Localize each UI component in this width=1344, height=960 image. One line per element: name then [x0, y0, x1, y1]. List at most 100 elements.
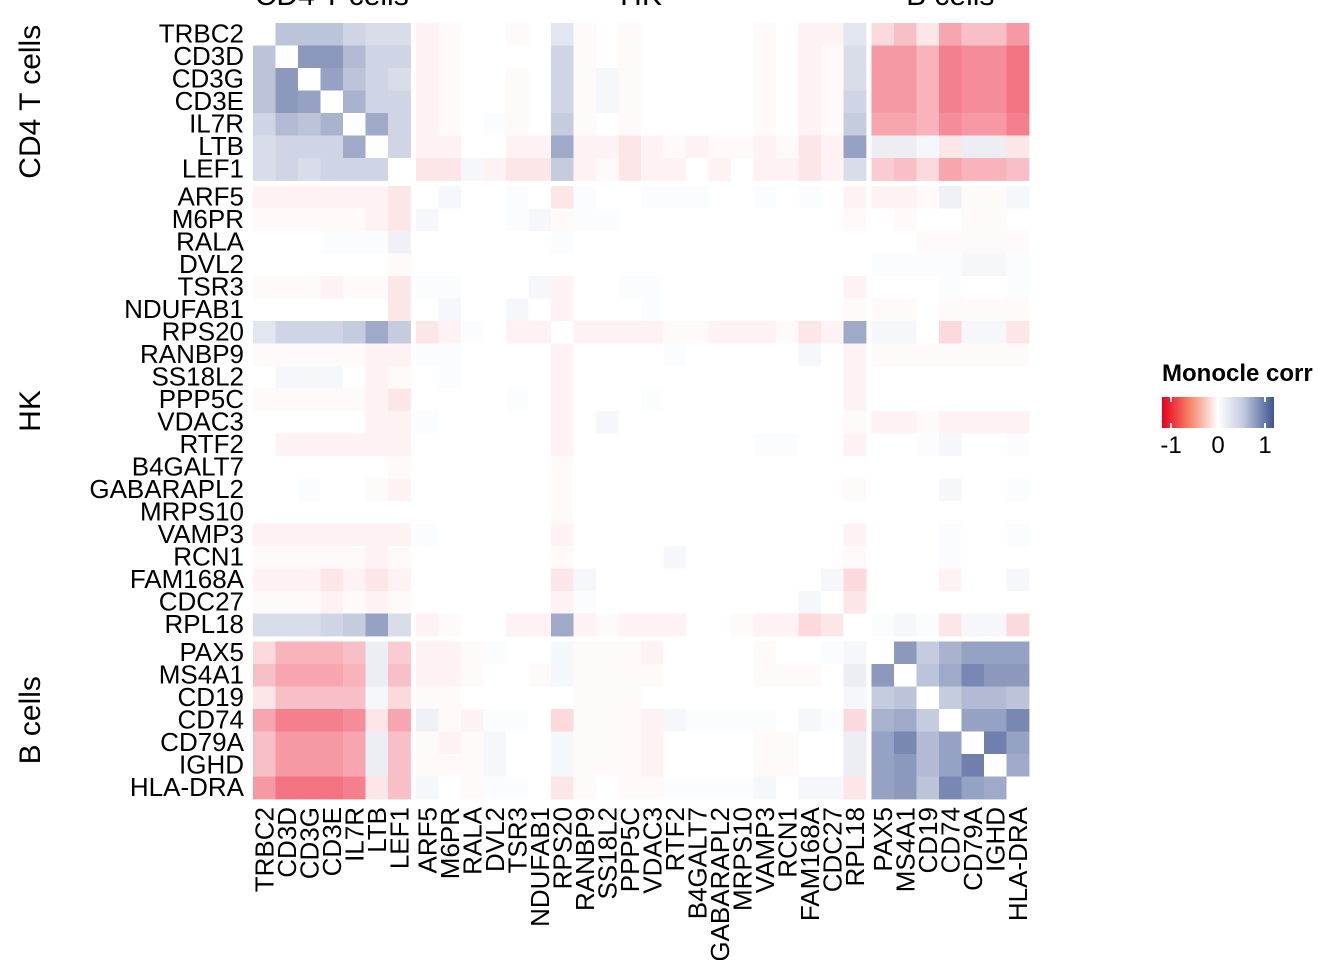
heatmap-cell: [872, 642, 895, 665]
heatmap-cell: [917, 254, 940, 277]
heatmap-cell: [821, 732, 844, 755]
heatmap-cell: [253, 113, 276, 136]
heatmap-cell: [731, 614, 754, 637]
heatmap-cell: [872, 68, 895, 91]
heatmap-cell: [799, 777, 822, 800]
heatmap-cell: [506, 546, 529, 569]
heatmap-cell: [776, 344, 799, 367]
legend-label-max: 1: [1258, 432, 1271, 460]
heatmap-cell: [776, 569, 799, 592]
heatmap-cell: [917, 321, 940, 344]
heatmap-cell: [506, 91, 529, 114]
heatmap-cell: [799, 754, 822, 777]
heatmap-cell: [709, 614, 732, 637]
heatmap-cell: [484, 614, 507, 637]
heatmap-cell: [484, 456, 507, 479]
heatmap-cell: [939, 344, 962, 367]
legend-title: Monocle corr: [1162, 360, 1313, 388]
heatmap-cell: [1007, 479, 1030, 502]
heatmap-cell: [529, 614, 552, 637]
heatmap-cell: [276, 299, 299, 322]
heatmap-cell: [686, 687, 709, 710]
heatmap-cell: [276, 186, 299, 209]
heatmap-cell: [596, 158, 619, 181]
heatmap-cell: [416, 456, 439, 479]
heatmap-cell: [506, 501, 529, 524]
heatmap-cell: [596, 524, 619, 547]
heatmap-cell: [984, 46, 1007, 69]
heatmap-cell: [776, 546, 799, 569]
heatmap-cell: [343, 709, 366, 732]
heatmap-cell: [619, 411, 642, 434]
heatmap-cell: [799, 366, 822, 389]
heatmap-cell: [506, 186, 529, 209]
heatmap-cell: [343, 366, 366, 389]
heatmap-cell: [276, 591, 299, 614]
heatmap-cell: [872, 113, 895, 136]
heatmap-cell: [821, 186, 844, 209]
heatmap-cell: [754, 591, 777, 614]
heatmap-cell: [664, 231, 687, 254]
heatmap-cell: [366, 546, 389, 569]
heatmap-cell: [799, 113, 822, 136]
heatmap-cell: [821, 411, 844, 434]
heatmap-cell: [1007, 299, 1030, 322]
heatmap-cell: [366, 299, 389, 322]
heatmap-cell: [984, 23, 1007, 46]
heatmap-cell: [686, 186, 709, 209]
heatmap-cell: [321, 546, 344, 569]
heatmap-cell: [506, 456, 529, 479]
heatmap-cell: [619, 777, 642, 800]
heatmap-cell: [754, 23, 777, 46]
heatmap-cell: [754, 709, 777, 732]
heatmap-cell: [731, 209, 754, 232]
heatmap-cell: [754, 366, 777, 389]
heatmap-cell: [366, 254, 389, 277]
heatmap-cell: [298, 546, 321, 569]
heatmap-cell: [917, 642, 940, 665]
heatmap-cell: [731, 136, 754, 159]
heatmap-cell: [439, 614, 462, 637]
heatmap-cell: [298, 136, 321, 159]
heatmap-cell: [366, 389, 389, 412]
heatmap-cell: [506, 321, 529, 344]
heatmap-cell: [484, 321, 507, 344]
heatmap-cell: [484, 754, 507, 777]
heatmap-cell: [343, 456, 366, 479]
heatmap-cell: [506, 642, 529, 665]
heatmap-cell: [894, 411, 917, 434]
heatmap-cell: [731, 254, 754, 277]
heatmap-cell: [641, 591, 664, 614]
heatmap-cell: [574, 231, 597, 254]
heatmap-cell: [821, 687, 844, 710]
heatmap-cell: [416, 231, 439, 254]
heatmap-cell: [962, 687, 985, 710]
heatmap-cell: [461, 136, 484, 159]
heatmap-cell: [686, 276, 709, 299]
heatmap-cell: [276, 456, 299, 479]
heatmap-cell: [574, 321, 597, 344]
heatmap-cell: [298, 91, 321, 114]
heatmap-cell: [731, 546, 754, 569]
heatmap-cell: [529, 479, 552, 502]
heatmap-cell: [388, 732, 411, 755]
heatmap-cell: [321, 614, 344, 637]
heatmap-cell: [298, 68, 321, 91]
heatmap-cell: [529, 754, 552, 777]
heatmap-cell: [731, 411, 754, 434]
heatmap-cell: [366, 321, 389, 344]
heatmap-cell: [596, 23, 619, 46]
heatmap-cell: [917, 732, 940, 755]
heatmap-cell: [962, 209, 985, 232]
heatmap-cell: [321, 434, 344, 457]
heatmap-cell: [529, 687, 552, 710]
heatmap-cell: [619, 546, 642, 569]
heatmap-cell: [321, 777, 344, 800]
heatmap-cell: [276, 411, 299, 434]
heatmap-cell: [709, 231, 732, 254]
row-label: RPL18: [165, 609, 245, 639]
heatmap-cell: [664, 754, 687, 777]
heatmap-cell: [917, 46, 940, 69]
heatmap-cell: [984, 158, 1007, 181]
heatmap-cell: [776, 479, 799, 502]
